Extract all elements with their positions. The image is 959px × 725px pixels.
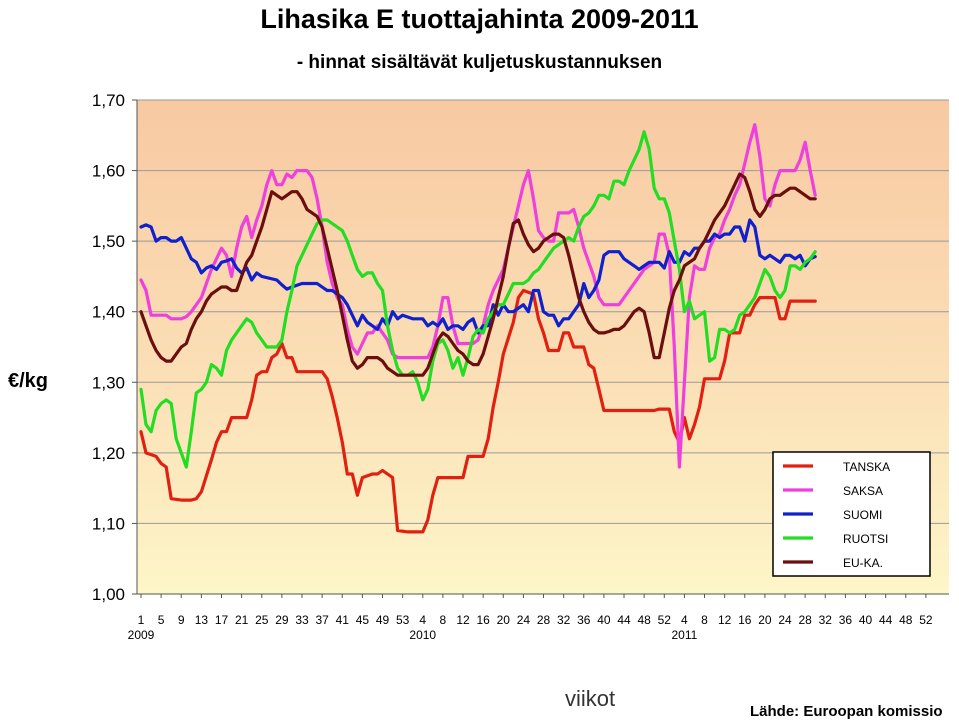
- series-line-tanska: [139, 288, 817, 534]
- x-tick-label: 32: [819, 613, 833, 627]
- y-tick-label: 1,60: [92, 162, 125, 181]
- x-tick-label: 40: [597, 613, 611, 627]
- y-axis-label: €/kg: [8, 370, 49, 392]
- x-tick-label: 48: [899, 613, 913, 627]
- source-note: Lähde: Euroopan komissio: [750, 703, 943, 720]
- x-tick-label: 12: [718, 613, 732, 627]
- x-tick-label: 49: [376, 613, 390, 627]
- x-tick-label: 44: [879, 613, 893, 627]
- x-tick-label: 9: [178, 613, 185, 627]
- y-tick-label: 1,00: [92, 585, 125, 604]
- y-tick-label: 1,70: [92, 91, 125, 110]
- legend-label: TANSKA: [843, 460, 890, 474]
- legend-label: SUOMI: [843, 508, 882, 522]
- y-tick-label: 1,50: [92, 232, 125, 251]
- x-tick-label: 28: [798, 613, 812, 627]
- y-tick-label: 1,10: [92, 514, 125, 533]
- x-tick-label: 12: [456, 613, 470, 627]
- x-tick-label: 21: [235, 613, 249, 627]
- x-tick-label: 52: [658, 613, 672, 627]
- series-line-suomi: [139, 218, 817, 335]
- legend-box: [772, 451, 931, 577]
- x-tick-label: 20: [758, 613, 772, 627]
- x-tick-label: 33: [295, 613, 309, 627]
- plot-area-background: [137, 100, 949, 594]
- x-tick-label: 40: [859, 613, 873, 627]
- x-tick-label: 37: [315, 613, 329, 627]
- x-tick-label: 1: [138, 613, 145, 627]
- x-tick-label: 4: [419, 613, 426, 627]
- chart-subtitle: - hinnat sisältävät kuljetuskustannuksen: [296, 52, 663, 73]
- x-tick-label: 29: [275, 613, 289, 627]
- x-tick-label: 24: [517, 613, 531, 627]
- x-tick-label: 41: [336, 613, 350, 627]
- x-tick-label: 5: [158, 613, 165, 627]
- chart-title: Lihasika E tuottajahinta 2009-2011: [260, 4, 699, 34]
- x-tick-label: 45: [356, 613, 370, 627]
- x-tick-label: 36: [577, 613, 591, 627]
- series-line-saksa: [139, 123, 817, 469]
- year-label: 2009: [128, 628, 155, 642]
- x-tick-label: 8: [701, 613, 708, 627]
- x-tick-label: 25: [255, 613, 269, 627]
- x-tick-label: 36: [839, 613, 853, 627]
- legend-label: RUOTSI: [843, 532, 888, 546]
- x-tick-label: 13: [195, 613, 209, 627]
- x-tick-label: 24: [778, 613, 792, 627]
- x-tick-label: 4: [681, 613, 688, 627]
- legend-label: SAKSA: [843, 484, 883, 498]
- legend-label: EU-KA.: [843, 556, 883, 570]
- x-tick-label: 48: [637, 613, 651, 627]
- x-tick-label: 8: [440, 613, 447, 627]
- x-tick-label: 16: [476, 613, 490, 627]
- year-label: 2010: [409, 628, 436, 642]
- x-tick-label: 44: [617, 613, 631, 627]
- x-tick-label: 53: [396, 613, 410, 627]
- series-line-ruotsi: [139, 130, 817, 469]
- series-line-eu-ka: [139, 172, 817, 377]
- x-tick-label: 17: [215, 613, 229, 627]
- x-tick-label: 52: [919, 613, 933, 627]
- y-tick-label: 1,40: [92, 303, 125, 322]
- x-tick-label: 16: [738, 613, 752, 627]
- y-tick-label: 1,30: [92, 373, 125, 392]
- y-tick-label: 1,20: [92, 444, 125, 463]
- x-tick-label: 32: [557, 613, 571, 627]
- year-label: 2011: [671, 628, 697, 642]
- x-tick-label: 28: [537, 613, 551, 627]
- x-tick-label: 20: [497, 613, 511, 627]
- x-axis-label: viikot: [565, 686, 616, 711]
